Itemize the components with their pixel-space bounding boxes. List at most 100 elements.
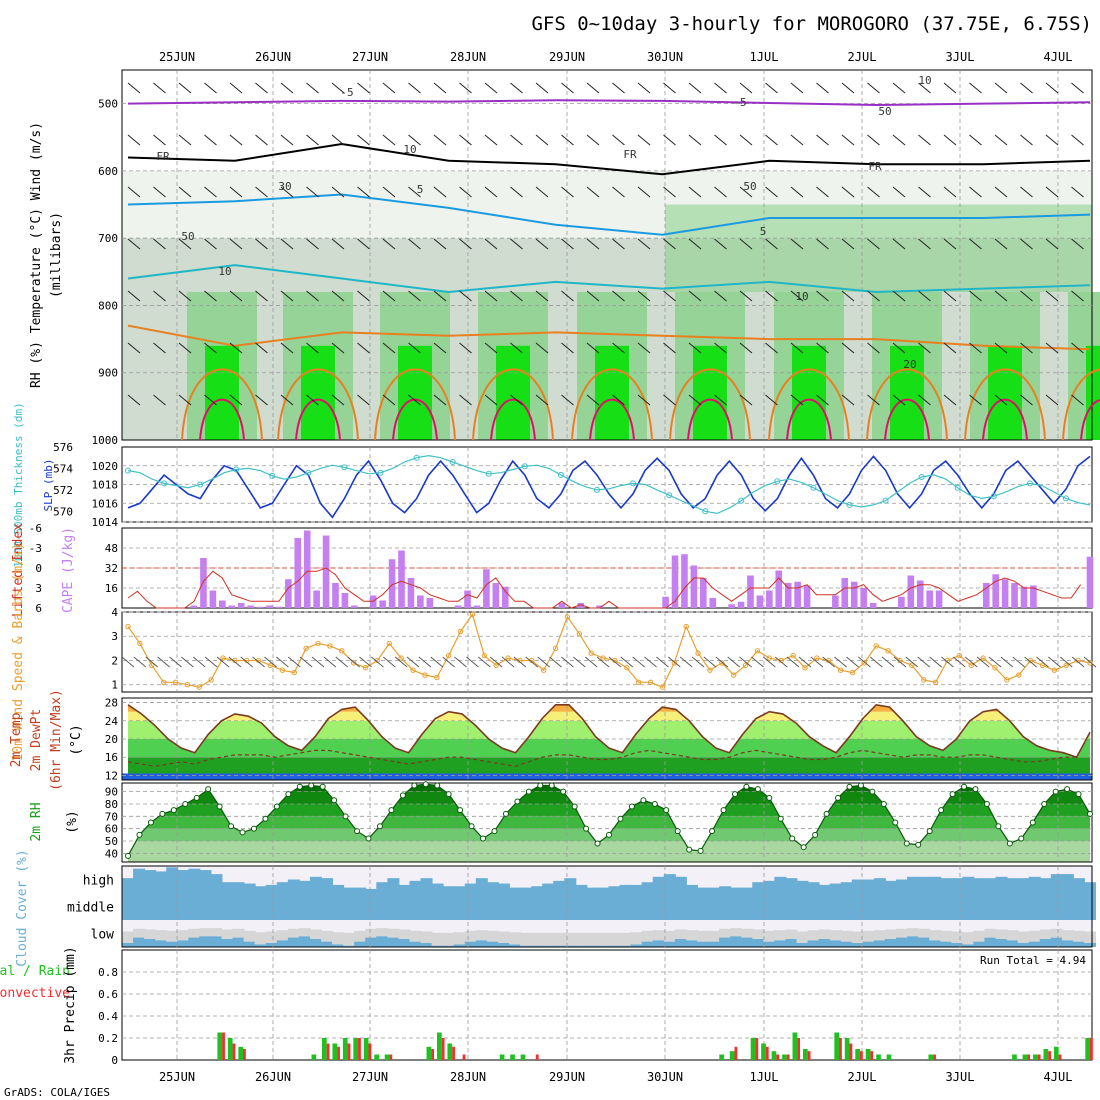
wind-speed-marker <box>814 655 820 661</box>
rh-marker <box>1064 786 1071 793</box>
rh-marker <box>250 825 257 832</box>
surface-wind-barb <box>691 656 705 668</box>
date-label-bottom: 25JUN <box>159 1070 195 1084</box>
wind-barb <box>714 394 727 406</box>
wind-barb <box>994 186 1008 198</box>
slp-thickness-panel: 1014 1016 1018 1020 570 572 574 576 1000-500mb T… <box>12 402 1093 568</box>
wind-barb <box>127 82 141 94</box>
wind-barb <box>688 134 702 146</box>
thickness-marker <box>702 508 709 515</box>
wind-barb <box>816 342 829 354</box>
wind-barb <box>612 238 625 250</box>
cloud-gap <box>276 930 289 941</box>
surface-wind-barb <box>264 656 277 668</box>
wind-speed-marker <box>398 655 404 661</box>
wind-barb <box>178 238 192 250</box>
li-tick: -6 <box>29 522 42 535</box>
wind-barb <box>535 238 549 250</box>
cloud-bar <box>608 945 621 947</box>
wind-barb <box>229 238 243 250</box>
wind-barb <box>892 290 906 302</box>
surface-wind-barb <box>335 656 349 668</box>
wind-barb <box>739 394 753 406</box>
cape-bar <box>266 605 273 608</box>
cloud-level-label: middle <box>67 901 114 916</box>
date-label-top: 30JUN <box>647 50 683 64</box>
cloud-gap <box>199 928 212 937</box>
wind-barb <box>561 394 574 406</box>
wind-barb <box>459 82 472 94</box>
wind-barb <box>739 186 753 198</box>
cape-bar <box>483 569 490 608</box>
cloud-bar <box>243 883 256 893</box>
wind-barb <box>1045 290 1059 302</box>
precip-total-bar <box>1043 1049 1049 1060</box>
cloud-bar <box>1072 893 1085 920</box>
dewpt-label: 2m DewPt <box>29 709 44 772</box>
precip-tick: 0.2 <box>98 1032 118 1045</box>
cloud-bar <box>221 893 234 920</box>
cloud-bar <box>951 878 964 893</box>
surface-wind-barb <box>1000 656 1014 668</box>
wind-tick: 1 <box>111 679 118 692</box>
cloud-level-label: low <box>91 928 115 943</box>
wind-speed-marker <box>956 652 963 659</box>
cloud-bar <box>796 880 809 893</box>
thickness-marker <box>449 459 456 465</box>
cloud-cover-panel: high middle low Cloud Cover (%) <box>15 849 1097 967</box>
cloud-bar <box>652 876 665 893</box>
wind-barb <box>382 134 396 146</box>
rh-marker <box>617 815 624 822</box>
cloud-bar <box>1006 878 1019 893</box>
cape-bar <box>784 583 792 608</box>
wind-barb <box>382 82 396 94</box>
cape-bar <box>1086 556 1094 608</box>
cloud-bar <box>1028 893 1041 920</box>
cloud-bar <box>531 945 544 947</box>
cloud-bar <box>663 941 676 947</box>
slp-tick: 1020 <box>92 460 119 473</box>
cloud-bar <box>884 880 897 893</box>
rh-marker <box>972 786 979 793</box>
cloud-bar <box>708 941 721 947</box>
wind-barb <box>943 238 957 250</box>
wind-barb <box>561 290 574 302</box>
cloud-gap <box>1017 931 1030 943</box>
cloud-gap <box>243 930 256 942</box>
wind-barb <box>1071 238 1084 250</box>
cape-bar <box>681 554 688 608</box>
cloud-gap <box>365 928 378 938</box>
rh-marker <box>422 781 429 788</box>
date-label-bottom: 30JUN <box>647 1070 683 1084</box>
wind-barb <box>637 290 651 302</box>
wind-barb <box>739 134 753 146</box>
thickness-tick: 574 <box>53 462 73 475</box>
panel-frame <box>121 611 1093 693</box>
cloud-bar <box>376 893 389 920</box>
cloud-gap <box>121 931 135 943</box>
temp-line <box>127 703 1091 759</box>
thickness-tick: 570 <box>53 505 73 518</box>
cloud-bar <box>509 893 522 920</box>
cloud-bar <box>520 945 533 947</box>
rh-marker <box>800 844 807 851</box>
cloud-bar <box>575 893 588 920</box>
precip-total-bar <box>792 1032 798 1060</box>
cloud-gap <box>564 932 577 946</box>
wind-barb <box>1020 82 1033 94</box>
wind-speed-marker <box>160 679 167 686</box>
cloud-bar <box>774 940 787 947</box>
surface-wind-barb <box>976 656 990 668</box>
wind-barb <box>510 238 523 250</box>
cloud-bar <box>177 940 190 947</box>
cloud-bar <box>509 887 522 893</box>
wind-barb <box>459 134 472 146</box>
wind-barb <box>841 238 855 250</box>
precip-conv-bar <box>462 1054 466 1060</box>
wind-speed-marker <box>659 684 666 690</box>
wind-speed-marker <box>742 662 749 669</box>
precip-conv-bar <box>849 1043 853 1060</box>
y-tick-label: 1000 <box>92 434 119 447</box>
